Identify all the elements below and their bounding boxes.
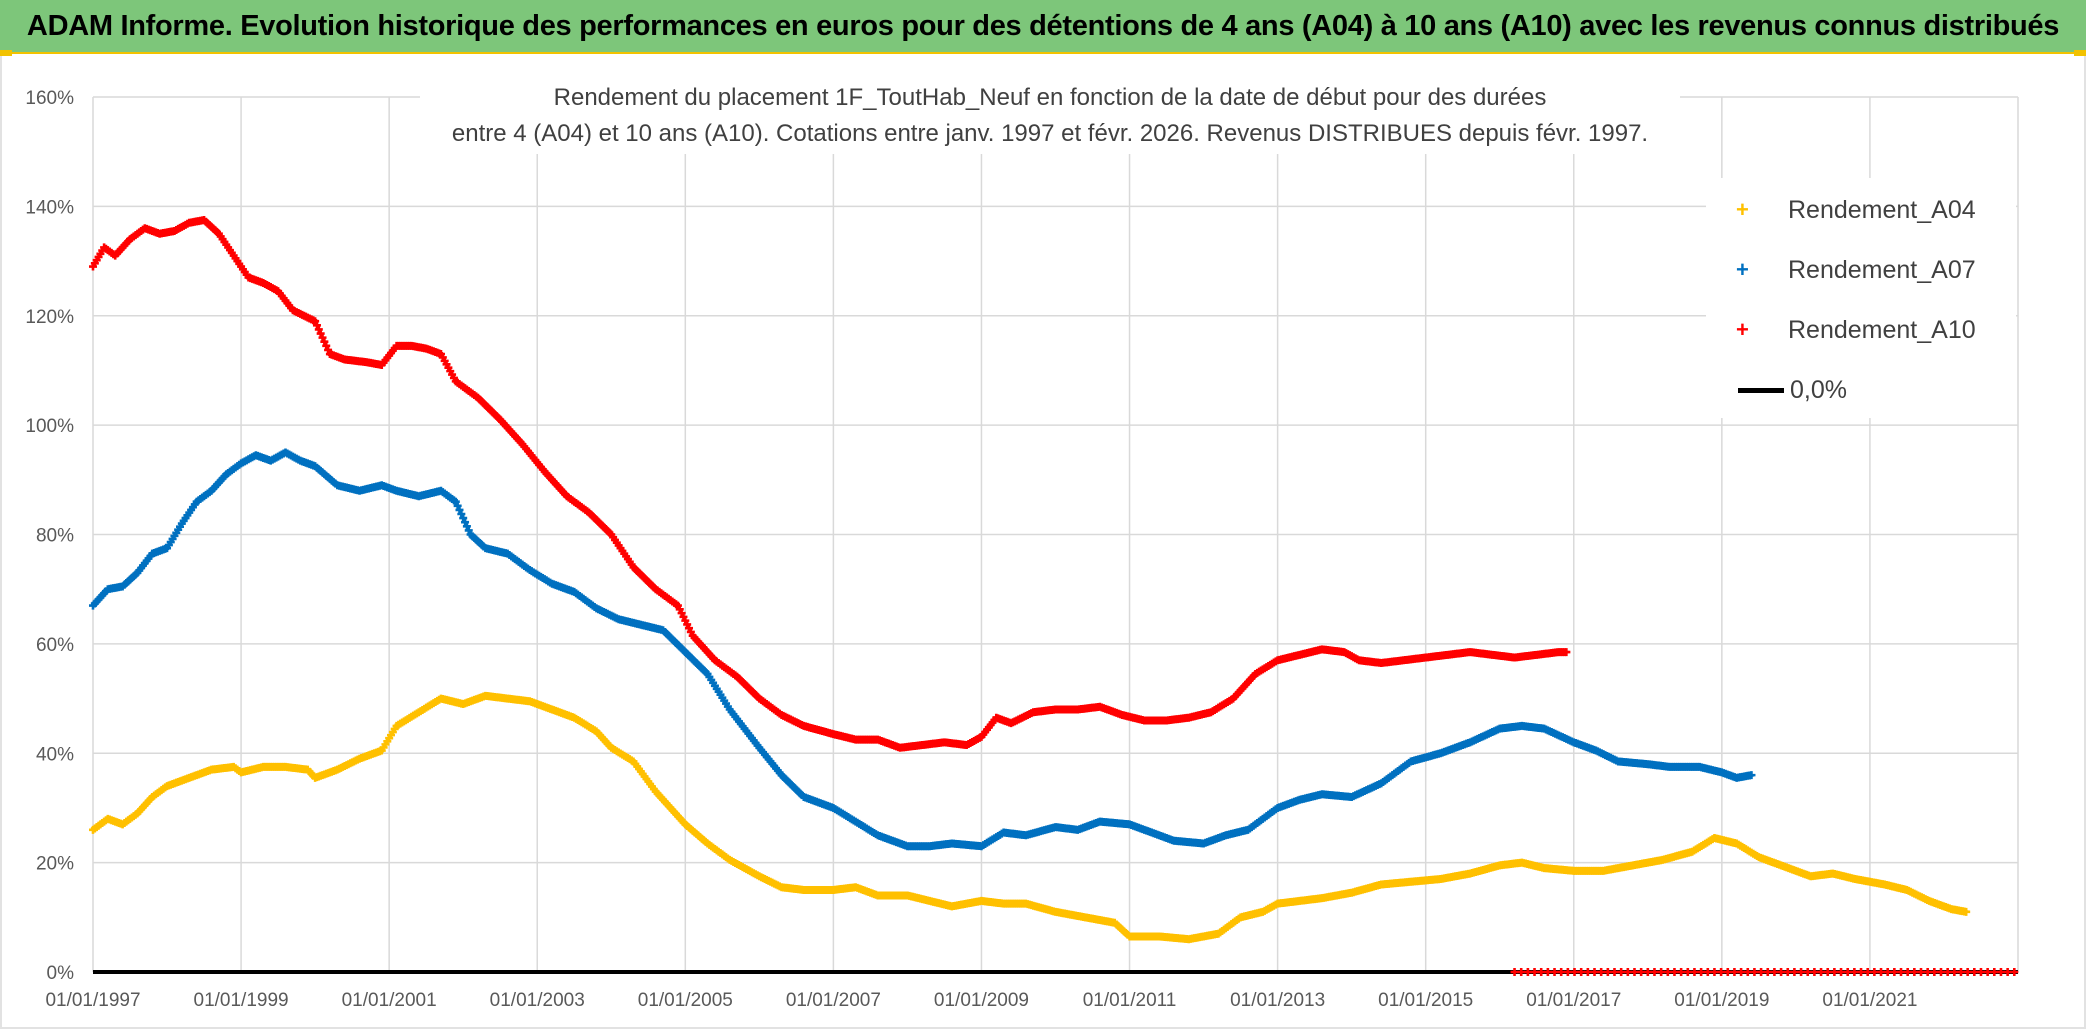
data-point: [1943, 968, 1952, 976]
data-point: [462, 522, 471, 531]
data-point: [312, 321, 321, 330]
legend-marker-a04: +: [1736, 197, 1749, 222]
data-point: [1637, 968, 1646, 976]
data-point: [1597, 968, 1606, 976]
y-tick-label: 80%: [36, 526, 74, 547]
chart-title-line-2: entre 4 (A04) et 10 ans (A10). Cotations…: [451, 120, 1649, 147]
legend-label-a07: Rendement_A07: [1788, 255, 1976, 284]
series-a10-zero-markers: [1510, 968, 2019, 976]
data-point: [1963, 968, 1972, 976]
x-tick-label: 01/01/2015: [1378, 990, 1473, 1011]
x-tick-label: 01/01/2009: [934, 990, 1029, 1011]
legend-line-zero: [1738, 387, 1784, 393]
page-title: ADAM Informe. Evolution historique des p…: [26, 9, 2060, 42]
data-point: [451, 497, 460, 506]
x-tick-label: 01/01/2017: [1526, 990, 1621, 1011]
data-point: [318, 333, 327, 342]
data-point: [459, 514, 468, 523]
y-tick-label: 140%: [25, 197, 74, 218]
legend-item-zero: 0,0%: [1738, 370, 1847, 410]
data-point: [455, 505, 464, 514]
y-tick-label: 0%: [47, 963, 75, 984]
data-point: [1830, 968, 1839, 976]
x-tick-label: 01/01/2001: [342, 990, 437, 1011]
x-tick-label: 01/01/1999: [194, 990, 289, 1011]
data-point: [314, 325, 323, 334]
x-tick-label: 01/01/2005: [638, 990, 733, 1011]
series-rendement-a07: [89, 448, 1756, 851]
y-tick-label: 120%: [25, 307, 74, 328]
chart-legend: + Rendement_A04 + Rendement_A07 + Rendem…: [1706, 178, 2016, 418]
legend-label-a04: Rendement_A04: [1788, 195, 1976, 224]
x-tick-label: 01/01/2019: [1674, 990, 1769, 1011]
series-rendement-a10: [89, 216, 1571, 752]
data-point: [2010, 968, 2019, 976]
legend-item-a10: + Rendement_A10: [1736, 310, 1976, 350]
data-point: [464, 526, 473, 535]
x-tick-label: 01/01/2011: [1083, 990, 1177, 1011]
x-tick-label: 01/01/2007: [786, 990, 881, 1011]
accent-left: [0, 50, 12, 56]
legend-label-a10: Rendement_A10: [1788, 315, 1976, 344]
data-point: [1657, 968, 1666, 976]
data-point: [457, 509, 466, 518]
data-point: [1562, 648, 1571, 657]
legend-marker-a07: +: [1736, 257, 1749, 282]
data-point: [1983, 968, 1992, 976]
legend-marker-a10: +: [1736, 317, 1749, 342]
x-tick-label: 01/01/1997: [45, 990, 140, 1011]
y-tick-label: 20%: [36, 854, 74, 875]
data-point: [453, 501, 462, 510]
data-point: [311, 317, 320, 326]
y-tick-label: 40%: [36, 744, 74, 765]
data-point: [324, 345, 333, 354]
accent-right: [2074, 50, 2086, 56]
chart-series: [89, 216, 2019, 976]
legend-label-zero: 0,0%: [1790, 375, 1847, 404]
x-axis: 01/01/1997 01/01/1999 01/01/2001 01/01/2003…: [45, 990, 1917, 1011]
legend-item-a04: + Rendement_A04: [1736, 190, 1976, 230]
x-tick-label: 01/01/2021: [1822, 990, 1917, 1011]
legend-item-a07: + Rendement_A07: [1736, 250, 1976, 290]
series-rendement-a04: [89, 691, 1971, 944]
y-tick-label: 60%: [36, 635, 74, 656]
data-point: [322, 341, 331, 350]
data-point: [316, 329, 325, 338]
title-bar: ADAM Informe. Evolution historique des p…: [0, 0, 2086, 54]
data-point: [1617, 968, 1626, 976]
x-tick-label: 01/01/2013: [1230, 990, 1325, 1011]
chart-title-line-1: Rendement du placement 1F_ToutHab_Neuf e…: [553, 84, 1547, 111]
x-tick-label: 01/01/2003: [490, 990, 585, 1011]
data-point: [1770, 968, 1779, 976]
data-point: [1810, 968, 1819, 976]
data-point: [1747, 771, 1756, 780]
data-point: [320, 337, 329, 346]
data-point: [1790, 968, 1799, 976]
data-point: [461, 518, 470, 527]
data-point: [2003, 968, 2012, 976]
y-tick-label: 160%: [25, 88, 74, 109]
y-axis: 0% 20% 40% 60% 80% 100% 120% 140% 160%: [25, 88, 74, 984]
y-tick-label: 100%: [25, 416, 74, 437]
chart-title: Rendement du placement 1F_ToutHab_Neuf e…: [420, 78, 1680, 154]
data-point: [1962, 907, 1971, 916]
